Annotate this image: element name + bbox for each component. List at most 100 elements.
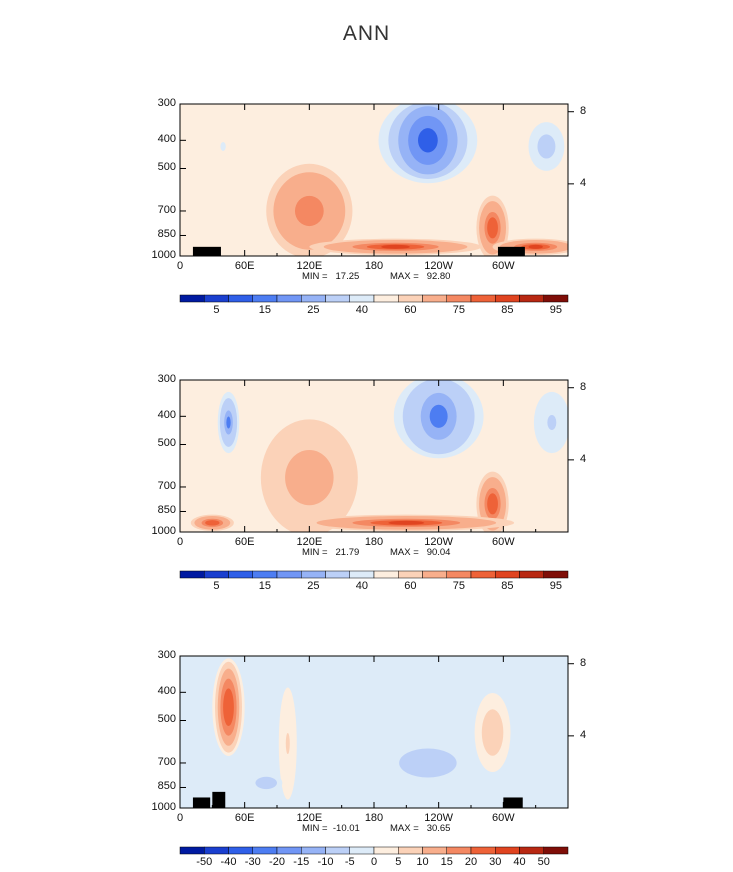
colorbar-label: 15	[258, 580, 271, 592]
colorbar-label: -30	[244, 856, 261, 868]
contour-region	[418, 128, 438, 153]
contour-region	[263, 780, 269, 785]
height-tick-label: 8	[580, 104, 587, 117]
colorbar-label: 85	[501, 304, 514, 316]
colorbar-label: 0	[370, 856, 378, 868]
colorbar-label: 15	[440, 856, 453, 868]
x-tick-label: 120E	[296, 260, 323, 272]
y-tick-label: 500	[157, 161, 176, 174]
colorbar-swatch	[204, 846, 229, 855]
colorbar-swatch	[373, 846, 399, 855]
colorbar-label: 95	[549, 304, 562, 316]
season-title: ANN	[342, 22, 391, 45]
colorbar-label: 60	[404, 304, 417, 316]
contour-region	[541, 140, 551, 153]
colorbar-swatch	[519, 846, 544, 855]
colorbar-label: 15	[258, 304, 271, 316]
colorbar-swatch	[543, 570, 569, 579]
colorbar-swatch	[422, 846, 447, 855]
contour-region	[489, 498, 496, 510]
colorbar-label: 5	[213, 304, 220, 316]
colorbar-swatch	[276, 846, 302, 855]
colorbar-swatch	[228, 846, 253, 855]
height-tick-label: 8	[580, 656, 587, 669]
y-tick-label: 300	[157, 97, 176, 109]
colorbar-label: 30	[489, 856, 502, 868]
x-tick-label: 0	[176, 536, 184, 548]
min-value: MIN = -10.01	[302, 823, 360, 834]
y-tick-label: 700	[157, 203, 176, 216]
contour-region	[208, 520, 216, 525]
terrain-mask	[212, 791, 226, 808]
terrain-mask	[503, 797, 523, 808]
x-tick-label: 180	[364, 812, 384, 824]
x-tick-label: 0	[176, 260, 184, 272]
colorbar-swatch	[179, 846, 205, 855]
colorbar-label: 5	[395, 856, 402, 868]
colorbar-label: 85	[501, 580, 514, 592]
max-value: MAX = 90.04	[390, 547, 451, 558]
y-tick-label: 850	[157, 504, 176, 517]
y-tick-label: 400	[157, 685, 176, 698]
colorbar-swatch	[325, 846, 350, 855]
colorbar-swatch	[349, 846, 375, 855]
y-tick-label: 850	[157, 780, 176, 793]
colorbar-label: 20	[464, 856, 478, 868]
height-tick-label: 8	[580, 380, 587, 393]
y-tick-label: 700	[157, 479, 176, 492]
colorbar-label: 40	[513, 856, 526, 868]
x-tick-label: 120W	[424, 260, 454, 272]
contour-region	[528, 244, 543, 249]
y-tick-label: 300	[157, 649, 176, 661]
contour-region	[301, 468, 318, 487]
colorbar-swatch	[398, 846, 423, 855]
x-tick-label: 60W	[492, 260, 515, 272]
height-tick-label: 4	[580, 176, 587, 189]
colorbar-label: 75	[452, 580, 465, 592]
colorbar-swatch	[446, 846, 472, 855]
y-tick-label: 400	[157, 409, 176, 422]
y-tick-label: 500	[157, 437, 176, 450]
contour-region	[381, 244, 410, 249]
colorbar-label: 50	[537, 856, 550, 868]
x-tick-label: 0	[176, 812, 184, 824]
colorbar-label: 25	[307, 304, 320, 316]
y-tick-label: 850	[157, 228, 176, 241]
colorbar-swatch	[301, 846, 326, 855]
colorbar-label: 40	[355, 580, 368, 592]
x-tick-label: 180	[364, 536, 384, 548]
y-tick-label: 700	[157, 755, 176, 768]
terrain-mask	[192, 246, 221, 256]
terrain-mask	[497, 246, 525, 256]
x-tick-label: 60W	[492, 812, 515, 824]
colorbar-swatch	[495, 846, 520, 855]
colorbar-label: -20	[269, 856, 285, 868]
x-tick-label: 60E	[234, 536, 255, 548]
x-tick-label: 60W	[492, 536, 515, 548]
x-tick-label: 60E	[234, 260, 255, 272]
colorbar-label: -5	[344, 856, 355, 868]
x-tick-label: 180	[364, 260, 384, 272]
colorbar-swatch	[543, 294, 569, 303]
contour-region	[225, 697, 232, 717]
contour-region	[420, 759, 436, 767]
colorbar-label: 75	[452, 304, 465, 316]
colorbar-label: -50	[196, 856, 213, 868]
contour-region	[285, 732, 290, 755]
terrain-mask	[192, 797, 211, 808]
x-tick-label: 60E	[234, 812, 255, 824]
max-value: MAX = 92.80	[390, 271, 451, 282]
colorbar-label: 25	[307, 580, 320, 592]
y-tick-label: 300	[157, 373, 176, 385]
y-tick-label: 400	[157, 133, 176, 146]
x-tick-label: 120E	[296, 812, 323, 824]
x-tick-label: 120E	[296, 536, 323, 548]
colorbar-label: -40	[220, 856, 237, 868]
colorbar-label: 5	[213, 580, 220, 592]
max-value: MAX = 30.65	[390, 823, 451, 834]
x-tick-label: 120W	[424, 812, 454, 824]
height-tick-label: 4	[580, 728, 587, 741]
